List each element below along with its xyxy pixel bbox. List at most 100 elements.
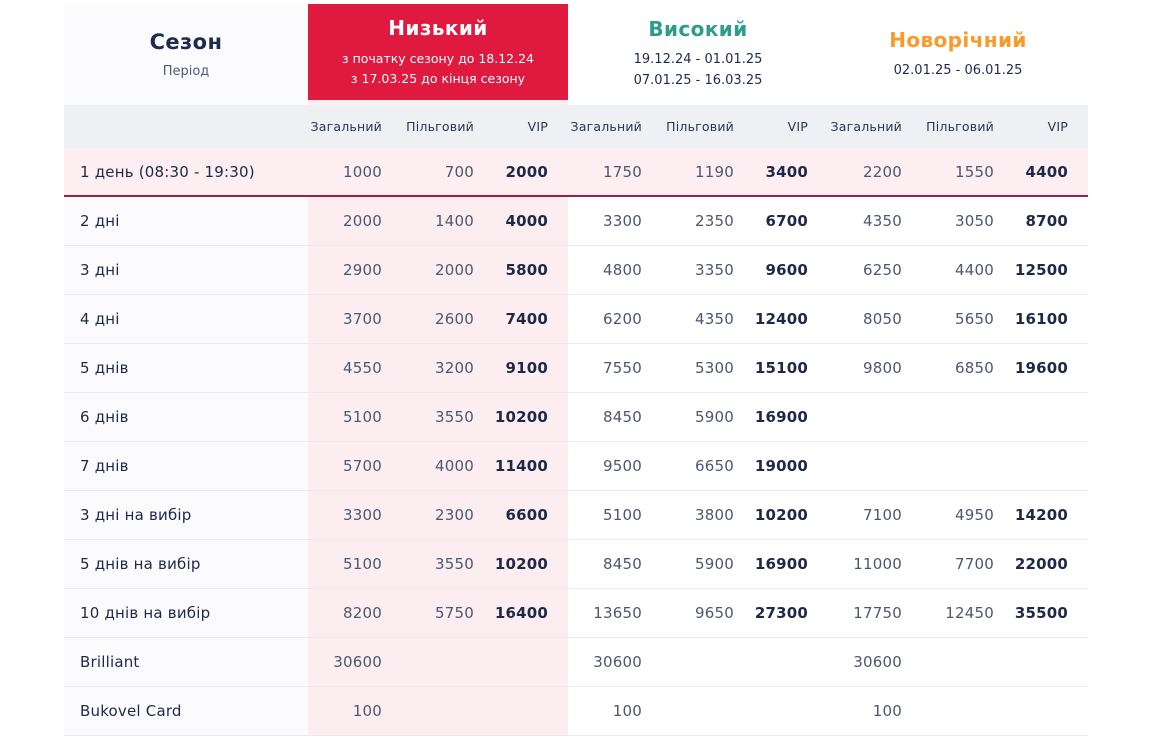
price-cell: 10200: [494, 393, 568, 441]
row-label: Bukovel Card: [64, 687, 308, 735]
row-label: 7 днів: [64, 442, 308, 490]
price-cell: [494, 687, 568, 735]
price-cell: 22000: [1014, 540, 1088, 588]
price-cell: [1014, 638, 1088, 686]
season-dates: 19.12.24 - 01.01.25: [633, 52, 763, 68]
table-row: 10 днів на вибір 8200 5750 16400 13650 9650 27…: [64, 589, 1088, 638]
table-row: Brilliant 30600 30600 30600: [64, 638, 1088, 687]
price-type-header-row: Загальний Пільговий VIP Загальний Пільговий V…: [64, 105, 1088, 148]
price-cell: [662, 638, 754, 686]
price-cell: 3300: [308, 491, 402, 539]
price-cell: 2200: [828, 148, 922, 195]
price-cell: [828, 442, 922, 490]
table-row: 4 дні 3700 2600 7400 6200 4350 12400 8050 5650 16…: [64, 295, 1088, 344]
price-cell: [922, 638, 1014, 686]
row-label: 2 дні: [64, 197, 308, 245]
row-label: 3 дні: [64, 246, 308, 294]
season-header-cell: Новорічний 02.01.25 - 06.01.25: [828, 4, 1088, 105]
season-name: Високий: [648, 17, 748, 42]
price-cell: 1750: [568, 148, 662, 195]
price-type-header: Загальний: [570, 119, 642, 134]
price-cell: 2000: [494, 148, 568, 195]
price-cell: 4400: [922, 246, 1014, 294]
price-cell: 2000: [402, 246, 494, 294]
price-cell: 2350: [662, 197, 754, 245]
price-cell: 19000: [754, 442, 828, 490]
price-cell: 700: [402, 148, 494, 195]
price-cell: [922, 393, 1014, 441]
row-label: 5 днів: [64, 344, 308, 392]
price-cell: 16400: [494, 589, 568, 637]
season-dates: з початку сезону до 18.12.24: [341, 50, 535, 66]
price-cell: 1190: [662, 148, 754, 195]
price-type-header: Загальний: [830, 119, 902, 134]
price-cell: 3550: [402, 393, 494, 441]
price-cell: 8450: [568, 540, 662, 588]
price-cell: [402, 638, 494, 686]
price-cell: 4800: [568, 246, 662, 294]
price-cell: [1014, 687, 1088, 735]
price-cell: 6600: [494, 491, 568, 539]
price-cell: 5800: [494, 246, 568, 294]
price-cell: [1014, 393, 1088, 441]
price-cell: 5100: [568, 491, 662, 539]
price-cell: 5750: [402, 589, 494, 637]
table-header-row: Сезон Період Низький з початку сезону до …: [64, 0, 1088, 105]
price-cell: 19600: [1014, 344, 1088, 392]
price-cell: 3300: [568, 197, 662, 245]
price-cell: 6200: [568, 295, 662, 343]
price-cell: 5100: [308, 540, 402, 588]
price-cell: 12450: [922, 589, 1014, 637]
price-cell: 3350: [662, 246, 754, 294]
price-cell: 5900: [662, 540, 754, 588]
price-cell: 30600: [568, 638, 662, 686]
price-cell: 4350: [828, 197, 922, 245]
table-row: 6 днів 5100 3550 10200 8450 5900 16900: [64, 393, 1088, 442]
price-cell: 7550: [568, 344, 662, 392]
price-cell: 4400: [1014, 148, 1088, 195]
price-cell: [754, 687, 828, 735]
season-header-cell: Високий 19.12.24 - 01.01.25 07.01.25 - 16.…: [568, 4, 828, 105]
price-type-header: VIP: [527, 119, 548, 134]
price-cell: 9650: [662, 589, 754, 637]
price-type-header: Пільговий: [666, 119, 734, 134]
table-row: 3 дні 2900 2000 5800 4800 3350 9600 6250 4400 125…: [64, 246, 1088, 295]
price-cell: 8700: [1014, 197, 1088, 245]
row-label: 10 днів на вибір: [64, 589, 308, 637]
price-cell: 9500: [568, 442, 662, 490]
price-cell: [494, 638, 568, 686]
price-type-header: VIP: [787, 119, 808, 134]
price-cell: 6850: [922, 344, 1014, 392]
price-cell: 3800: [662, 491, 754, 539]
price-cell: 100: [568, 687, 662, 735]
price-type-header: Пільговий: [926, 119, 994, 134]
price-cell: 6250: [828, 246, 922, 294]
pricing-table: Сезон Період Низький з початку сезону до …: [64, 0, 1088, 736]
season-dates: з 17.03.25 до кінця сезону: [350, 70, 526, 86]
season-dates: 07.01.25 - 16.03.25: [633, 73, 763, 88]
price-cell: [754, 638, 828, 686]
price-cell: 13650: [568, 589, 662, 637]
price-cell: 12400: [754, 295, 828, 343]
price-cell: 5100: [308, 393, 402, 441]
price-cell: 16100: [1014, 295, 1088, 343]
price-cell: 14200: [1014, 491, 1088, 539]
table-row: 5 днів 4550 3200 9100 7550 5300 15100 9800 6850 1…: [64, 344, 1088, 393]
season-header-cell: Низький з початку сезону до 18.12.24 з 17.…: [308, 4, 568, 105]
price-cell: [662, 687, 754, 735]
row-label: 6 днів: [64, 393, 308, 441]
price-cell: 1000: [308, 148, 402, 195]
price-cell: 16900: [754, 540, 828, 588]
price-cell: 1550: [922, 148, 1014, 195]
price-cell: 1400: [402, 197, 494, 245]
row-label: 1 день (08:30 - 19:30): [64, 148, 308, 195]
table-row: 3 дні на вибір 3300 2300 6600 5100 3800 10200 7…: [64, 491, 1088, 540]
price-cell: 4550: [308, 344, 402, 392]
row-label: 5 днів на вибір: [64, 540, 308, 588]
table-row: 2 дні 2000 1400 4000 3300 2350 6700 4350 3050 870…: [64, 197, 1088, 246]
price-cell: 4950: [922, 491, 1014, 539]
price-cell: 8050: [828, 295, 922, 343]
season-header-cell: Сезон Період: [64, 4, 308, 105]
price-cell: 11000: [828, 540, 922, 588]
price-cell: 35500: [1014, 589, 1088, 637]
